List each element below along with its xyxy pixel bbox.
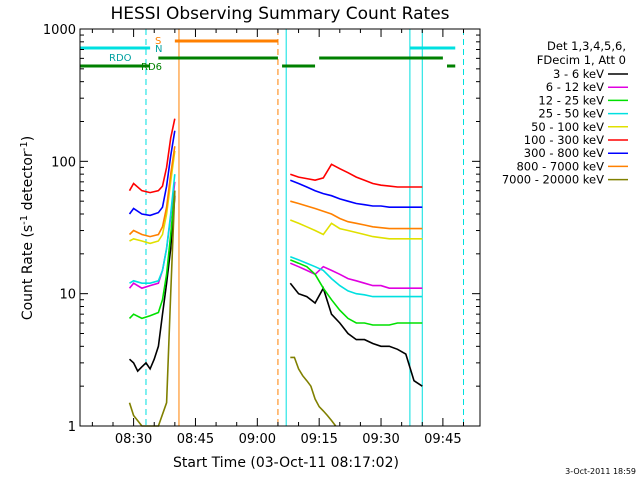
legend-entry-label: 6 - 12 keV — [546, 80, 604, 94]
axis-layer: 08:30 08:45 09:00 09:15 09:30 09:45 1 10 100 1000 — [43, 23, 480, 447]
x-tick-label: 09:30 — [362, 432, 399, 447]
legend-entry-label: 50 - 100 keV — [531, 120, 604, 134]
attenuator-s-label: S — [155, 36, 161, 47]
series-line — [128, 190, 423, 326]
y-axis-label-part1: Count Rate (s — [20, 225, 36, 320]
y-axis-label-part2: detector — [20, 151, 36, 215]
y-tick-label: 100 — [51, 155, 76, 170]
legend-entry-label: 3 - 6 keV — [553, 67, 604, 81]
x-tick-label: 08:30 — [115, 432, 152, 447]
rd6-label: RD6 — [141, 62, 162, 73]
series-line — [128, 195, 423, 387]
y-axis-label-sup2: -1 — [19, 141, 30, 151]
attenuator-n-label: N — [155, 44, 162, 55]
y-axis-label: Count Rate (s-1 detector-1) — [19, 136, 36, 320]
x-tick-label: 08:45 — [177, 432, 214, 447]
rdo-label: RDO — [109, 53, 132, 64]
x-tick-label: 09:45 — [424, 432, 461, 447]
plot-frame — [79, 28, 481, 427]
x-tick-label: 09:15 — [300, 432, 337, 447]
x-tick-label: 09:00 — [239, 432, 276, 447]
legend-entry-label: 300 - 800 keV — [524, 146, 604, 160]
legend-header-line1: Det 1,3,4,5,6, — [547, 39, 626, 53]
series-line — [128, 146, 423, 238]
y-tick-label: 1000 — [43, 23, 76, 38]
y-axis-label-part3: ) — [20, 136, 36, 141]
legend-entry-label: 100 - 300 keV — [524, 133, 604, 147]
series-line — [129, 150, 423, 245]
legend-header-line2: FDecim 1, Att 0 — [537, 53, 626, 67]
y-tick-label: 10 — [59, 288, 76, 303]
timestamp: 3-Oct-2011 18:59 — [565, 467, 636, 476]
series-line — [128, 130, 423, 217]
legend-entry-label: 7000 - 20000 keV — [502, 173, 604, 187]
series-layer — [128, 118, 423, 427]
series-line — [128, 118, 423, 194]
series-line — [129, 174, 423, 298]
x-axis-label: Start Time (03-Oct-11 08:17:02) — [173, 455, 399, 471]
chart-title: HESSI Observing Summary Count Rates — [110, 4, 449, 24]
overlay-layer — [79, 29, 465, 426]
legend-entry-label: 12 - 25 keV — [538, 93, 604, 107]
legend-entry-label: 25 - 50 keV — [538, 107, 604, 121]
y-tick-label: 1 — [68, 420, 76, 435]
legend-entry-label: 800 - 7000 keV — [516, 159, 604, 173]
y-axis-label-sup1: -1 — [19, 215, 30, 225]
